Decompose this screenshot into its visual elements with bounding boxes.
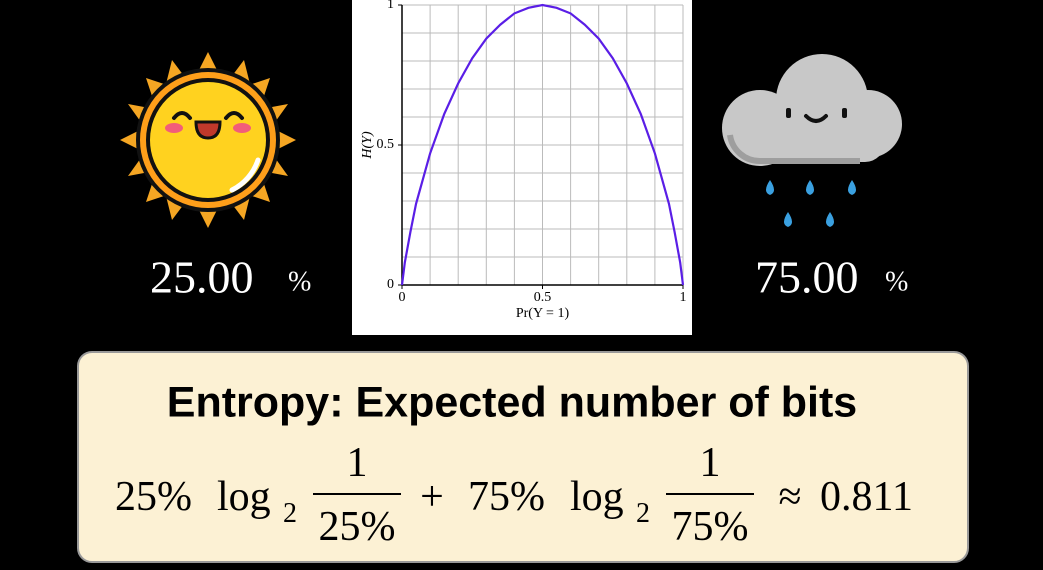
denominator: 75% [672, 504, 749, 550]
box-title: Entropy: Expected number of bits [167, 378, 857, 426]
coefficient: 75% [468, 474, 545, 520]
x-tick-label: 0.5 [534, 290, 552, 305]
coefficient: 25% [115, 474, 192, 520]
formula: 25% log 2 1 25% + 75% log 2 1 75% ≈ 0.811 [115, 440, 913, 550]
numerator: 1 [347, 440, 368, 486]
plus: + [420, 474, 444, 520]
result: 0.811 [820, 474, 913, 520]
x-tick-label: 1 [680, 290, 687, 305]
log: log [217, 474, 271, 520]
approx: ≈ [778, 474, 801, 520]
denominator: 25% [319, 504, 396, 550]
numerator: 1 [700, 440, 721, 486]
x-axis-label: Pr(Y = 1) [516, 306, 570, 321]
sunny-unit: % [288, 266, 311, 297]
sunny-value: 25.00 [150, 252, 254, 303]
x-tick-label: 0 [399, 290, 406, 305]
chart-panel [352, 0, 692, 335]
entropy-box [77, 351, 969, 563]
y-tick-label: 0.5 [377, 137, 395, 152]
rainy-value: 75.00 [755, 252, 859, 303]
log-base: 2 [283, 498, 297, 529]
cloud-icon [722, 54, 902, 227]
line-series [400, 3, 685, 286]
log-base: 2 [636, 498, 650, 529]
log: log [570, 474, 624, 520]
y-tick-label: 0 [387, 277, 394, 292]
chart: 0 0.5 1 0 0.5 1 Pr(Y = 1) H(Y) [360, 0, 686, 321]
y-tick-label: 1 [387, 0, 394, 12]
y-axis-label: H(Y) [360, 131, 375, 160]
sun-icon [120, 52, 296, 228]
rainy-unit: % [885, 266, 908, 297]
